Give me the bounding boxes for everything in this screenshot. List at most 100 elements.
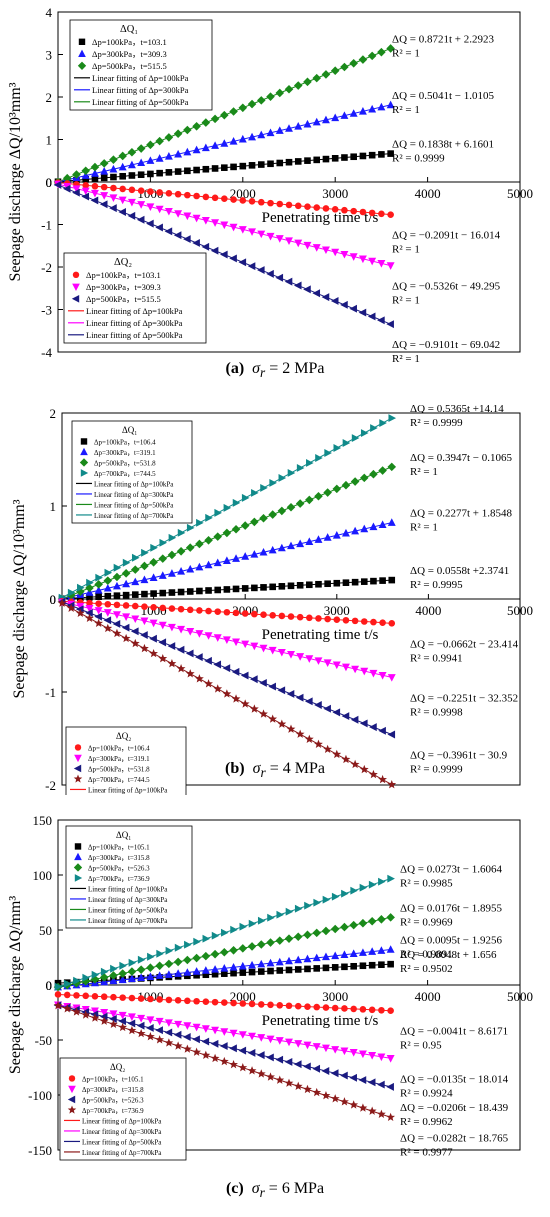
data-point — [267, 160, 274, 168]
fit-r2-2: R² = 1 — [410, 466, 438, 478]
caption-b: (b) σr = 4 MPa — [0, 760, 550, 781]
data-point — [109, 1014, 117, 1023]
data-point — [90, 1013, 100, 1022]
data-point — [202, 971, 210, 979]
data-point — [284, 84, 294, 94]
data-point — [214, 586, 222, 594]
data-point — [196, 518, 204, 527]
data-point — [238, 944, 248, 953]
data-point — [99, 159, 109, 168]
data-point — [211, 970, 219, 978]
data-point — [141, 590, 148, 598]
data-point — [251, 488, 259, 497]
fit-r2-6: R² = 0.9962 — [400, 1116, 453, 1128]
data-point — [285, 1002, 293, 1010]
data-point — [285, 201, 293, 209]
legend-marker — [67, 1095, 76, 1104]
legend-title-top: ΔQ₁ — [120, 24, 138, 35]
data-point — [349, 949, 358, 957]
data-point — [81, 1005, 90, 1014]
data-point — [257, 1001, 265, 1008]
fit-r2-7: R² = 0.9977 — [400, 1146, 453, 1158]
data-point — [369, 469, 378, 479]
data-point — [127, 1025, 137, 1035]
data-point — [257, 968, 265, 975]
data-point — [122, 591, 130, 599]
data-point — [287, 541, 295, 550]
data-point — [193, 937, 201, 946]
data-point — [167, 642, 176, 651]
data-point — [359, 962, 367, 970]
data-point — [358, 55, 368, 64]
data-point — [287, 468, 296, 477]
data-point — [100, 183, 108, 191]
data-point — [358, 1103, 368, 1112]
data-point — [323, 533, 332, 541]
data-point — [176, 664, 186, 673]
data-point — [113, 563, 122, 572]
data-point — [91, 970, 100, 979]
data-point — [81, 192, 90, 201]
data-point — [387, 211, 394, 218]
data-point — [275, 88, 285, 98]
chart-c: 10002000300040005000-150-100-50050100150… — [7, 813, 533, 1161]
data-point — [321, 926, 331, 936]
x-tick-label: 5000 — [507, 186, 533, 201]
data-point — [341, 206, 348, 214]
data-point — [155, 1017, 164, 1026]
caption-b-label: (b) — [225, 760, 245, 777]
data-point — [379, 577, 386, 584]
data-point — [130, 638, 140, 648]
data-point — [183, 212, 192, 221]
data-point — [266, 92, 275, 101]
data-point — [214, 508, 223, 517]
data-point — [99, 1016, 109, 1025]
data-point — [285, 237, 293, 245]
data-point — [250, 675, 258, 684]
data-point — [275, 126, 284, 134]
data-point — [150, 543, 158, 552]
legend-marker — [74, 874, 83, 882]
data-point — [294, 966, 302, 973]
data-point — [286, 724, 296, 733]
data-point — [322, 246, 330, 255]
data-point — [140, 643, 149, 653]
data-point — [322, 115, 330, 124]
data-point — [204, 679, 213, 688]
data-point — [349, 59, 358, 68]
data-point — [91, 169, 99, 177]
data-point — [322, 205, 330, 212]
data-point — [127, 1013, 136, 1021]
data-point — [104, 568, 113, 577]
data-point — [266, 269, 274, 278]
data-point — [156, 189, 163, 196]
data-point — [165, 190, 173, 197]
data-point — [312, 953, 321, 962]
data-point — [63, 979, 72, 988]
fit-r2-1: R² = 0.9891 — [400, 948, 453, 960]
data-point — [386, 1054, 395, 1063]
data-point — [210, 1039, 219, 1048]
data-point — [331, 964, 339, 971]
data-point — [164, 970, 173, 978]
data-point — [378, 151, 385, 158]
data-point — [315, 615, 322, 622]
data-point — [210, 1053, 220, 1063]
data-point — [369, 723, 377, 732]
fit-r2-5: R² = 0.9998 — [410, 706, 463, 718]
data-point — [241, 585, 249, 592]
data-point — [259, 513, 268, 523]
data-point — [109, 194, 118, 202]
data-point — [250, 550, 259, 558]
y-tick-label: 100 — [33, 868, 53, 883]
fit-equation-1: ΔQ = 0.2277t + 1.8548 — [410, 508, 512, 520]
legend-fit-label: Linear fitting of Δp=700kPa — [94, 512, 174, 520]
data-point — [359, 1006, 367, 1013]
fit-equation-3: ΔQ = −0.2091t − 16.014 — [392, 230, 501, 242]
data-point — [277, 648, 286, 657]
data-point — [256, 940, 266, 949]
data-point — [82, 176, 90, 183]
legend-series-label: Δp=300kPa，t=309.3 — [86, 282, 161, 292]
data-point — [378, 210, 385, 218]
data-point — [201, 217, 210, 225]
